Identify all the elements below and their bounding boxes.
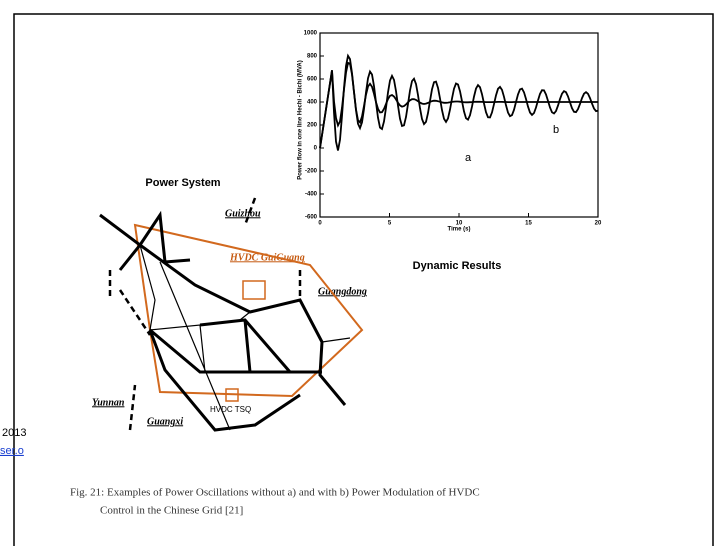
region-label: Guangxi <box>147 416 183 427</box>
curve-b <box>319 61 599 149</box>
y-tick-label: 800 <box>307 54 318 60</box>
y-tick-label: 600 <box>307 77 318 83</box>
network-title: Power System <box>145 177 220 189</box>
y-tick-label: 400 <box>307 100 318 106</box>
year: 2013 <box>2 427 26 439</box>
lines <box>99 210 347 432</box>
lines <box>139 244 351 431</box>
region-label: Guangdong <box>318 286 367 297</box>
x-tick-label: 10 <box>456 221 463 227</box>
y-axis-label: Power flow in one line Hechi - Bichi (MV… <box>298 60 304 180</box>
converter <box>242 280 266 300</box>
link-label: HVDC GuiGuang <box>229 252 305 263</box>
curve-label: a <box>465 152 472 164</box>
y-tick-label: -200 <box>305 169 318 175</box>
network <box>99 197 364 432</box>
x-tick-label: 20 <box>595 221 602 227</box>
y-tick-label: -600 <box>305 215 318 221</box>
x-axis-label: Time (s) <box>448 227 471 233</box>
plot-title: Dynamic Results <box>413 260 502 272</box>
caption: Fig. 21: Examples of Power Oscillations … <box>70 487 480 499</box>
y-tick-label: 1000 <box>304 31 318 37</box>
borders <box>108 197 302 431</box>
converter <box>225 388 239 402</box>
x-tick-label: 0 <box>318 221 322 227</box>
link-label: HVDC TSQ <box>210 405 251 414</box>
region-label: Guizhou <box>225 208 261 219</box>
link[interactable]: ser.o <box>0 445 24 457</box>
region-label: Yunnan <box>92 397 125 408</box>
y-tick-label: 200 <box>307 123 318 129</box>
curve-label: b <box>553 124 559 136</box>
curve-a <box>319 53 598 151</box>
y-tick-label: 0 <box>314 146 318 152</box>
x-tick-label: 15 <box>525 221 532 227</box>
caption: Control in the Chinese Grid [21] <box>100 505 243 517</box>
x-tick-label: 5 <box>388 221 392 227</box>
frame <box>13 13 714 546</box>
y-tick-label: -400 <box>305 192 318 198</box>
